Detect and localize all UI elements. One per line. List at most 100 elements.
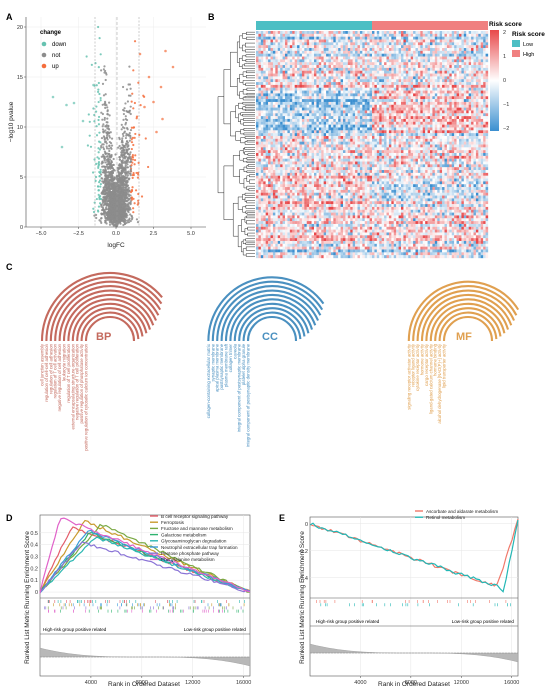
heatmap-cell xyxy=(277,93,281,97)
volcano-point xyxy=(98,131,101,134)
heatmap-cell xyxy=(316,65,319,69)
heatmap-cell xyxy=(297,76,300,80)
heatmap-cell xyxy=(330,87,334,91)
heatmap-cell xyxy=(396,56,399,60)
heatmap-cell xyxy=(268,79,271,83)
heatmap-cell xyxy=(328,73,332,77)
heatmap-cell xyxy=(415,45,419,49)
group-bar-low xyxy=(256,21,372,30)
heatmap-cell xyxy=(446,96,450,100)
heatmap-cell xyxy=(311,56,315,60)
volcano-y-tick-label: 10 xyxy=(17,125,23,131)
heatmap-cell xyxy=(459,39,462,43)
heatmap-cell xyxy=(350,53,353,57)
heatmap-cell xyxy=(362,33,365,37)
volcano-point xyxy=(101,160,104,163)
heatmap-cell xyxy=(384,33,387,37)
heatmap-cell xyxy=(270,70,274,74)
volcano-point xyxy=(120,160,123,163)
heatmap-cell xyxy=(265,76,269,80)
panel-b: B Risk score 2 1 0 −1 −2 Risk score Low … xyxy=(208,12,545,259)
volcano-point xyxy=(110,192,113,195)
heatmap-cell xyxy=(265,82,269,86)
heatmap-cell xyxy=(294,84,298,88)
volcano-point xyxy=(108,136,111,139)
heatmap-cell xyxy=(417,84,421,88)
heatmap-cell xyxy=(471,53,474,57)
heatmap-cell xyxy=(275,82,278,86)
volcano-point xyxy=(97,88,100,91)
heatmap-cell xyxy=(401,70,404,74)
heatmap-cell xyxy=(326,53,329,57)
heatmap-cell xyxy=(316,48,319,52)
volcano-point xyxy=(95,110,98,113)
heatmap-cell xyxy=(485,31,489,34)
heatmap-cell xyxy=(359,31,363,34)
volcano-point xyxy=(122,118,125,121)
heatmap-cell xyxy=(282,67,286,71)
heatmap-cell xyxy=(280,82,283,86)
heatmap-cell xyxy=(355,73,358,77)
heatmap-cell xyxy=(289,39,293,43)
heatmap-cell xyxy=(256,62,259,66)
heatmap-cell xyxy=(459,45,462,49)
heatmap-cell xyxy=(422,76,426,80)
volcano-point xyxy=(119,171,122,175)
heatmap-cell xyxy=(475,67,479,71)
heatmap-cell xyxy=(306,67,310,71)
heatmap-cell xyxy=(359,73,363,77)
heatmap-cell xyxy=(345,62,348,66)
heatmap-cell xyxy=(434,96,438,100)
heatmap-cell xyxy=(258,96,261,100)
heatmap-cell xyxy=(287,82,290,86)
volcano-point xyxy=(101,103,104,106)
heatmap-cell xyxy=(422,31,426,34)
heatmap-cell xyxy=(403,59,406,63)
heatmap-cell xyxy=(306,99,310,103)
heatmap-cell xyxy=(263,96,266,100)
heatmap-cell xyxy=(381,39,385,43)
heatmap-cell xyxy=(277,39,281,43)
heatmap-cell xyxy=(306,87,310,91)
heatmap-cell xyxy=(347,50,351,54)
heatmap-cell xyxy=(466,93,469,97)
heatmap-cell xyxy=(268,50,271,54)
heatmap-cell xyxy=(408,70,411,74)
heatmap-cell xyxy=(318,36,322,40)
heatmap-cell xyxy=(376,73,380,77)
heatmap-cell xyxy=(306,39,310,43)
heatmap-cell xyxy=(468,65,472,69)
heatmap-cell xyxy=(275,31,278,34)
heatmap-cell xyxy=(437,73,440,77)
heatmap-cell xyxy=(292,59,295,63)
heatmap-cell xyxy=(401,84,404,88)
heatmap-cell xyxy=(401,76,404,80)
volcano-point xyxy=(103,210,106,214)
heatmap-cell xyxy=(367,79,370,83)
heatmap-cell xyxy=(304,82,307,86)
heatmap-cell xyxy=(265,45,269,49)
heatmap-cell xyxy=(335,87,339,91)
heatmap-cell xyxy=(350,56,353,60)
heatmap-cell xyxy=(256,65,259,69)
heatmap-cell xyxy=(321,39,324,43)
heatmap-cell xyxy=(417,56,421,60)
volcano-point xyxy=(97,123,101,126)
volcano-point xyxy=(116,219,119,222)
heatmap-cell xyxy=(369,39,373,43)
heatmap-cell xyxy=(446,53,450,57)
heatmap-cell xyxy=(362,62,365,66)
volcano-point xyxy=(135,218,139,221)
volcano-point xyxy=(104,197,107,201)
heatmap-cell xyxy=(289,65,293,69)
heatmap-cell xyxy=(318,67,322,71)
heatmap-cell xyxy=(314,84,317,88)
heatmap-cell xyxy=(381,79,385,83)
heatmap-cell xyxy=(309,56,312,60)
heatmap-cell xyxy=(311,96,315,100)
heatmap-cell xyxy=(374,56,377,60)
heatmap-cell xyxy=(340,39,344,43)
heatmap-cell xyxy=(410,50,414,54)
volcano-point xyxy=(129,191,133,194)
heatmap-cell xyxy=(364,48,368,52)
